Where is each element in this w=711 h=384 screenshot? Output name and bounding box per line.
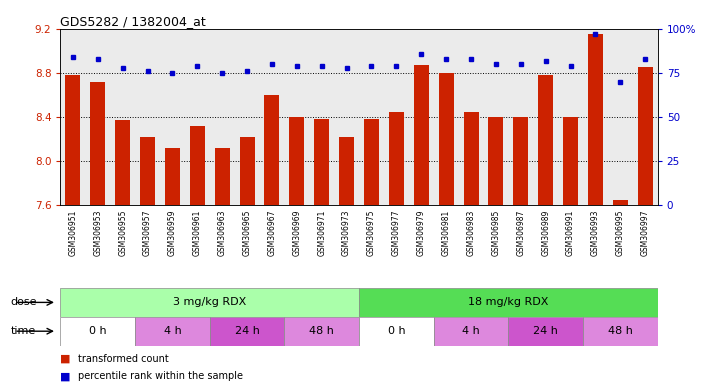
Bar bbox=[215, 148, 230, 205]
Text: 24 h: 24 h bbox=[235, 326, 260, 336]
Bar bbox=[314, 119, 329, 205]
Text: GSM306967: GSM306967 bbox=[267, 210, 277, 256]
Bar bbox=[364, 119, 379, 205]
Text: GSM306959: GSM306959 bbox=[168, 210, 177, 256]
Bar bbox=[140, 137, 155, 205]
Text: GSM306965: GSM306965 bbox=[242, 210, 252, 256]
Bar bbox=[240, 137, 255, 205]
Text: GSM306951: GSM306951 bbox=[68, 210, 77, 256]
Bar bbox=[90, 82, 105, 205]
Text: dose: dose bbox=[11, 297, 37, 308]
Bar bbox=[488, 117, 503, 205]
Text: GSM306993: GSM306993 bbox=[591, 210, 600, 256]
Bar bbox=[434, 317, 508, 346]
Bar bbox=[613, 200, 628, 205]
Text: 4 h: 4 h bbox=[164, 326, 181, 336]
Text: GSM306997: GSM306997 bbox=[641, 210, 650, 256]
Text: GSM306991: GSM306991 bbox=[566, 210, 575, 256]
Text: GSM306979: GSM306979 bbox=[417, 210, 426, 256]
Bar bbox=[165, 148, 180, 205]
Text: GDS5282 / 1382004_at: GDS5282 / 1382004_at bbox=[60, 15, 206, 28]
Bar bbox=[508, 317, 583, 346]
Bar bbox=[210, 317, 284, 346]
Text: GSM306963: GSM306963 bbox=[218, 210, 227, 256]
Bar bbox=[190, 126, 205, 205]
Text: GSM306985: GSM306985 bbox=[491, 210, 501, 256]
Bar bbox=[359, 317, 434, 346]
Text: 24 h: 24 h bbox=[533, 326, 558, 336]
Text: GSM306961: GSM306961 bbox=[193, 210, 202, 256]
Bar bbox=[60, 288, 359, 317]
Text: GSM306971: GSM306971 bbox=[317, 210, 326, 256]
Bar bbox=[65, 75, 80, 205]
Bar bbox=[359, 288, 658, 317]
Bar bbox=[464, 112, 479, 205]
Text: time: time bbox=[11, 326, 36, 336]
Text: percentile rank within the sample: percentile rank within the sample bbox=[78, 371, 243, 381]
Bar bbox=[264, 95, 279, 205]
Bar bbox=[563, 117, 578, 205]
Bar bbox=[538, 75, 553, 205]
Text: GSM306957: GSM306957 bbox=[143, 210, 152, 256]
Text: GSM306953: GSM306953 bbox=[93, 210, 102, 256]
Text: 0 h: 0 h bbox=[387, 326, 405, 336]
Text: 4 h: 4 h bbox=[462, 326, 480, 336]
Bar bbox=[513, 117, 528, 205]
Bar bbox=[583, 317, 658, 346]
Bar bbox=[60, 317, 135, 346]
Bar bbox=[289, 117, 304, 205]
Bar bbox=[135, 317, 210, 346]
Text: GSM306995: GSM306995 bbox=[616, 210, 625, 256]
Text: 18 mg/kg RDX: 18 mg/kg RDX bbox=[468, 297, 549, 308]
Text: GSM306981: GSM306981 bbox=[442, 210, 451, 256]
Text: 0 h: 0 h bbox=[89, 326, 107, 336]
Text: GSM306983: GSM306983 bbox=[466, 210, 476, 256]
Bar bbox=[339, 137, 354, 205]
Text: GSM306989: GSM306989 bbox=[541, 210, 550, 256]
Bar bbox=[284, 317, 359, 346]
Bar bbox=[115, 121, 130, 205]
Bar bbox=[439, 73, 454, 205]
Text: GSM306975: GSM306975 bbox=[367, 210, 376, 256]
Text: GSM306987: GSM306987 bbox=[516, 210, 525, 256]
Text: GSM306955: GSM306955 bbox=[118, 210, 127, 256]
Bar bbox=[588, 34, 603, 205]
Bar bbox=[638, 68, 653, 205]
Text: GSM306977: GSM306977 bbox=[392, 210, 401, 256]
Text: 48 h: 48 h bbox=[309, 326, 334, 336]
Bar bbox=[389, 112, 404, 205]
Text: 3 mg/kg RDX: 3 mg/kg RDX bbox=[173, 297, 247, 308]
Text: GSM306969: GSM306969 bbox=[292, 210, 301, 256]
Text: ■: ■ bbox=[60, 354, 71, 364]
Bar bbox=[414, 65, 429, 205]
Text: transformed count: transformed count bbox=[78, 354, 169, 364]
Text: GSM306973: GSM306973 bbox=[342, 210, 351, 256]
Text: ■: ■ bbox=[60, 371, 71, 381]
Text: 48 h: 48 h bbox=[608, 326, 633, 336]
